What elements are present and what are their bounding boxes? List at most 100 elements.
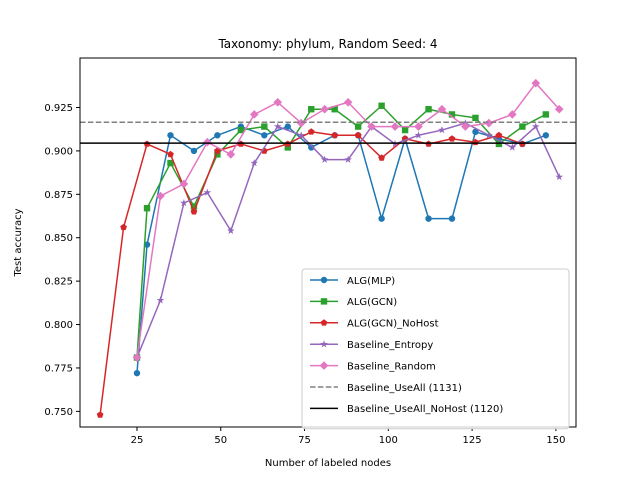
point-baseline-random (554, 104, 564, 114)
y-tick-label: 0.875 (44, 190, 73, 201)
point-alg-gcn-nohost (495, 131, 503, 139)
point-alg-mlp (284, 123, 291, 130)
point-alg-mlp (190, 147, 198, 155)
point-baseline-entropy (273, 122, 282, 130)
point-baseline-entropy (555, 172, 564, 181)
point-alg-gcn (425, 106, 432, 113)
point-baseline-entropy (531, 122, 540, 130)
x-tick-label: 125 (463, 435, 482, 446)
legend-label-alg-gcn-nohost: ALG(GCN)_NoHost (347, 319, 439, 330)
point-alg-gcn (378, 102, 385, 109)
x-tick-label: 150 (546, 435, 565, 446)
point-alg-mlp (472, 128, 479, 135)
legend-marker-alg-gcn-nohost (320, 319, 328, 326)
point-alg-gcn-nohost (120, 223, 127, 231)
legend-marker-alg-mlp (320, 276, 328, 284)
legend-label-baseline-useall-1131: Baseline_UseAll (1131) (347, 383, 462, 394)
point-alg-gcn (542, 111, 550, 118)
point-baseline-random (367, 122, 376, 131)
point-alg-mlp (425, 215, 432, 222)
point-baseline-entropy (227, 226, 235, 235)
legend-label-baseline-useall-nohost-1120: Baseline_UseAll_NoHost (1120) (347, 404, 503, 415)
axis-ticks: 25 50 75 100 125 150 0.750 0.775 0.800 0.825 0.850… (44, 103, 565, 446)
point-alg-gcn-nohost (331, 131, 339, 139)
point-baseline-entropy (344, 155, 352, 163)
point-baseline-random (390, 122, 400, 131)
point-alg-gcn (519, 123, 526, 130)
point-alg-gcn (308, 106, 315, 113)
x-tick-label: 100 (379, 435, 398, 446)
point-baseline-entropy (250, 159, 259, 167)
legend-marker-baseline-random (319, 361, 329, 370)
point-baseline-random (414, 122, 423, 131)
point-alg-gcn-nohost (96, 411, 104, 418)
point-alg-gcn-nohost (448, 135, 456, 142)
point-alg-mlp (167, 132, 174, 139)
y-tick-label: 0.850 (44, 233, 73, 244)
point-baseline-random (531, 78, 541, 88)
y-tick-label: 0.900 (44, 146, 73, 157)
point-baseline-random (226, 150, 236, 159)
point-alg-gcn-nohost (167, 150, 174, 158)
point-alg-gcn (401, 126, 409, 134)
y-tick-label: 0.825 (44, 277, 73, 288)
legend: ALG(MLP) ALG(GCN) ALG(GCN)_NoHost Baseline_… (301, 268, 570, 430)
point-baseline-random (156, 191, 165, 201)
point-baseline-random (296, 118, 306, 128)
point-alg-gcn-nohost (378, 154, 385, 161)
y-tick-label: 0.800 (44, 320, 73, 331)
x-tick-label: 25 (131, 435, 144, 446)
point-alg-gcn (237, 126, 245, 134)
point-alg-gcn (472, 114, 479, 122)
series-group (80, 78, 576, 418)
x-tick-label: 50 (214, 435, 227, 446)
point-baseline-random (320, 104, 329, 114)
point-baseline-random (203, 137, 212, 147)
point-alg-gcn-nohost (354, 131, 362, 139)
point-alg-mlp (308, 144, 315, 151)
point-baseline-random (484, 118, 494, 128)
x-axis-label: Number of labeled nodes (265, 458, 391, 469)
chart-title: Taxonomy: phylum, Random Seed: 4 (217, 37, 437, 51)
point-baseline-entropy (203, 188, 212, 196)
point-alg-mlp (261, 132, 268, 139)
point-baseline-random (179, 179, 189, 189)
point-alg-mlp (448, 215, 456, 222)
legend-label-baseline-entropy: Baseline_Entropy (347, 340, 433, 351)
point-alg-gcn (143, 205, 151, 212)
point-alg-mlp (214, 132, 221, 139)
legend-box (301, 268, 570, 430)
point-baseline-random (508, 110, 517, 119)
point-alg-mlp (542, 132, 550, 139)
point-baseline-random (461, 122, 470, 131)
legend-marker-baseline-entropy (320, 340, 328, 348)
point-alg-mlp (378, 215, 385, 222)
point-baseline-random (343, 97, 353, 107)
plot-area (80, 78, 576, 418)
point-alg-gcn (261, 123, 268, 130)
legend-label-alg-gcn: ALG(GCN) (347, 297, 397, 308)
point-baseline-random (249, 110, 259, 119)
point-baseline-entropy (414, 131, 423, 139)
point-alg-mlp (133, 369, 141, 377)
x-tick-label: 75 (298, 435, 311, 446)
point-alg-gcn-nohost (190, 208, 198, 215)
point-baseline-entropy (438, 126, 446, 134)
y-tick-label: 0.775 (44, 363, 73, 374)
point-baseline-entropy (156, 296, 165, 304)
point-baseline-random (273, 97, 283, 107)
legend-marker-alg-gcn (320, 298, 328, 305)
point-alg-gcn (354, 123, 362, 130)
legend-label-baseline-random: Baseline_Random (347, 361, 436, 372)
point-alg-gcn-nohost (307, 128, 315, 135)
y-tick-label: 0.925 (44, 103, 73, 114)
legend-label-alg-mlp: ALG(MLP) (347, 276, 395, 287)
y-axis-label: Test accuracy (13, 208, 24, 277)
point-baseline-random (437, 104, 447, 114)
point-baseline-entropy (297, 131, 305, 139)
point-baseline-entropy (320, 155, 329, 163)
point-alg-gcn (331, 106, 338, 113)
point-baseline-entropy (508, 143, 517, 151)
point-baseline-random (132, 353, 142, 362)
